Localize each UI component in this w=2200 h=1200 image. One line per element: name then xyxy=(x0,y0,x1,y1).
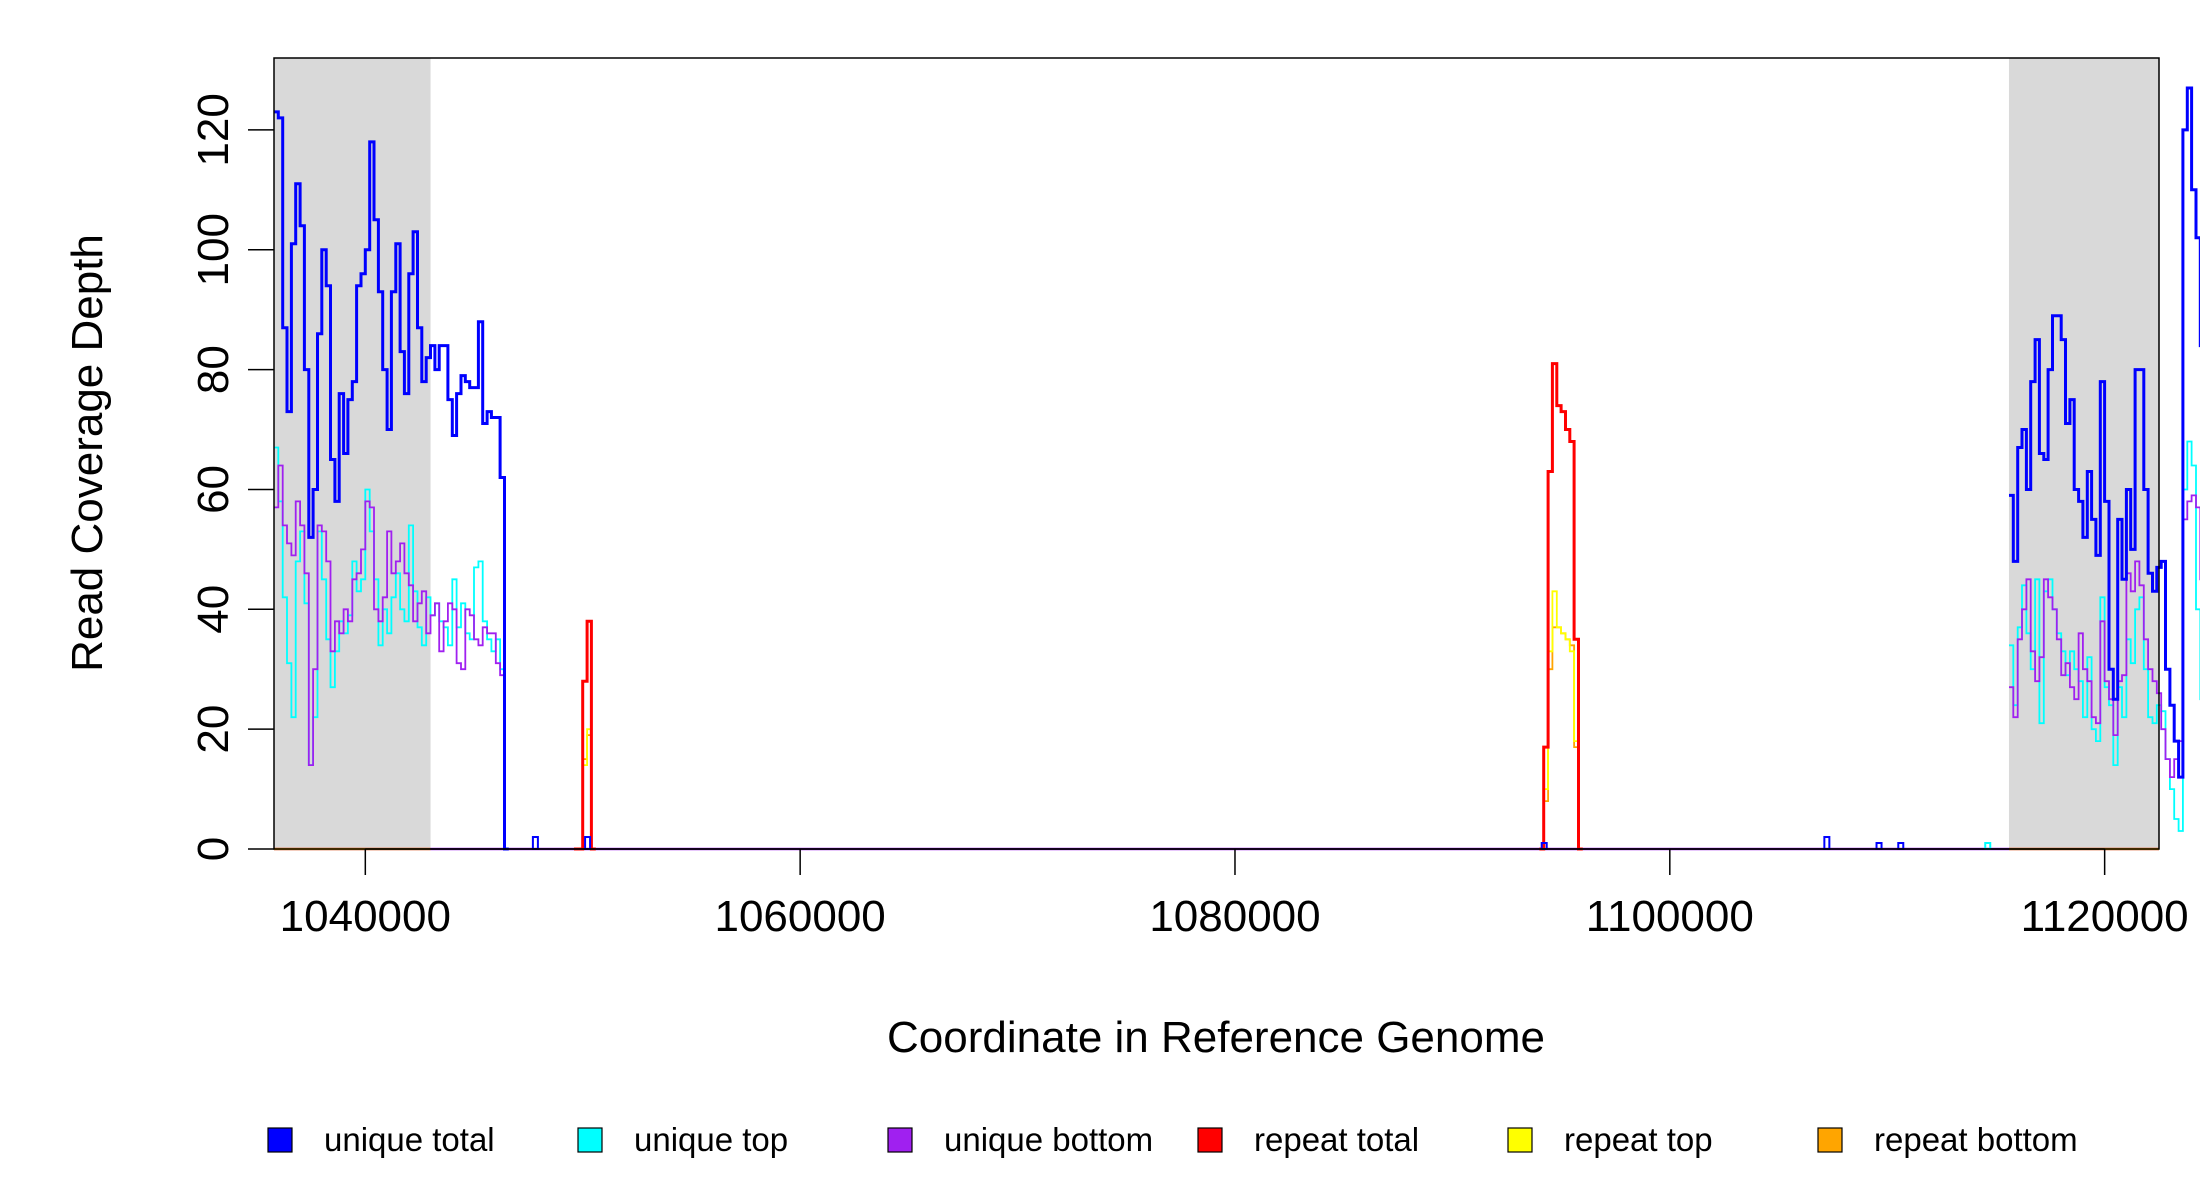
y-tick-label: 60 xyxy=(189,465,238,514)
legend-swatch-repeat-total xyxy=(1197,1127,1223,1153)
shaded-regions xyxy=(274,58,2159,849)
y-tick-label: 80 xyxy=(189,345,238,394)
legend-label-repeat-top: repeat top xyxy=(1564,1121,1713,1158)
minor-blip-7 xyxy=(1984,842,1992,850)
y-tick-label: 120 xyxy=(189,93,238,166)
y-tick-label: 0 xyxy=(189,837,238,861)
minor-blip-2 xyxy=(584,836,592,850)
series-line-unique-total xyxy=(2009,86,2200,779)
legend-swatch-unique-bottom xyxy=(887,1127,913,1153)
x-tick-label: 1040000 xyxy=(280,892,451,941)
legend-label-unique-top: unique top xyxy=(634,1121,788,1158)
series-line-repeat-bottom xyxy=(1539,626,1583,850)
y-axis: 0 20 40 60 80 100 120 xyxy=(189,93,274,861)
series-line-repeat-top xyxy=(1539,590,1583,850)
series-line-repeat-total xyxy=(1539,362,1583,851)
legend-label-unique-bottom: unique bottom xyxy=(944,1121,1153,1158)
plot-frame xyxy=(273,57,2160,850)
legend-swatch-repeat-top xyxy=(1507,1127,1533,1153)
series-line-repeat-total xyxy=(574,619,596,851)
minor-blip-5 xyxy=(1875,842,1883,850)
minor-blip-6 xyxy=(1897,842,1905,850)
y-tick-label: 100 xyxy=(189,213,238,286)
legend-swatch-unique-total xyxy=(267,1127,293,1153)
series-line-unique-bottom xyxy=(274,464,509,850)
y-tick-label: 20 xyxy=(189,705,238,754)
x-tick-label: 1080000 xyxy=(1149,892,1320,941)
y-tick-label: 40 xyxy=(189,585,238,634)
legend-swatch-repeat-bottom xyxy=(1817,1127,1843,1153)
series-lines xyxy=(274,86,2200,851)
series-line-unique-total xyxy=(274,110,509,851)
x-axis-label: Coordinate in Reference Genome xyxy=(887,1013,1545,1062)
x-tick-label: 1060000 xyxy=(714,892,885,941)
legend-swatch-unique-top xyxy=(577,1127,603,1153)
x-axis: 1040000 1060000 1080000 1100000 1120000 xyxy=(280,848,2189,941)
series-line-unique-bottom xyxy=(2009,494,2200,778)
legend-label-repeat-bottom: repeat bottom xyxy=(1874,1121,2078,1158)
y-axis-label: Read Coverage Depth xyxy=(63,234,112,672)
legend-label-unique-total: unique total xyxy=(324,1121,495,1158)
shaded-region-1 xyxy=(274,58,431,849)
minor-blip-1 xyxy=(531,836,539,850)
legend-label-repeat-total: repeat total xyxy=(1254,1121,1419,1158)
x-tick-label: 1120000 xyxy=(2021,892,2189,941)
x-tick-label: 1100000 xyxy=(1586,892,1754,941)
minor-blip-4 xyxy=(1823,836,1831,850)
legend: unique total unique top unique bottom repea… xyxy=(267,1121,2078,1158)
